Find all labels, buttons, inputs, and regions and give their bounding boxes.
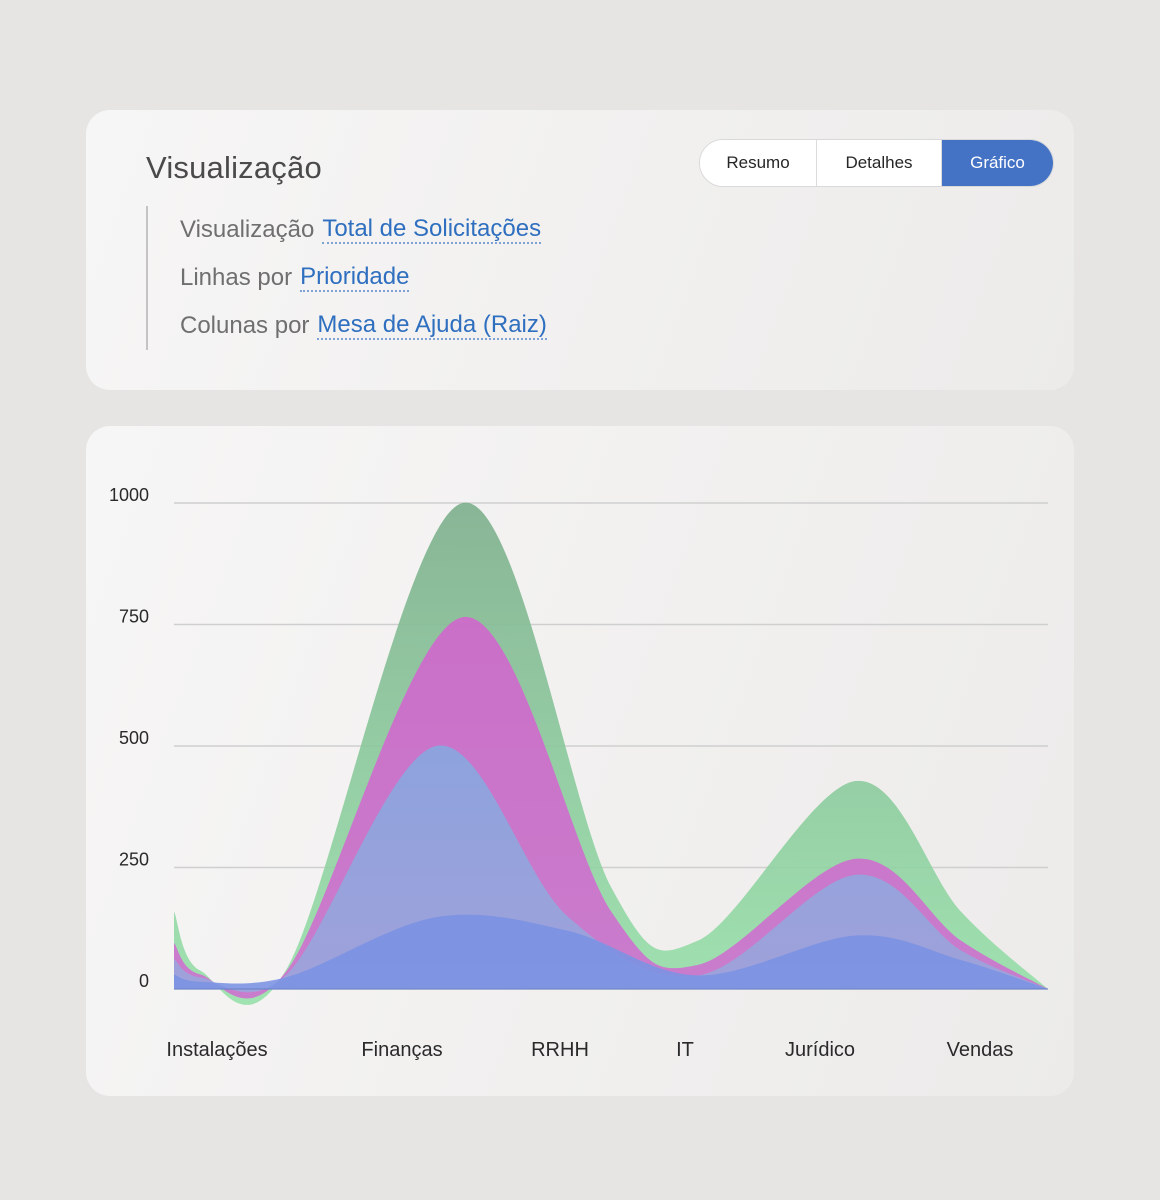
y-tick-label: 500	[119, 728, 149, 748]
tab-resumo[interactable]: Resumo	[700, 140, 817, 186]
x-tick-label: IT	[676, 1039, 694, 1061]
x-tick-label: Finanças	[361, 1039, 442, 1061]
y-tick-label: 1000	[109, 485, 149, 505]
view-mode-toggle: Resumo Detalhes Gráfico	[699, 139, 1054, 187]
x-tick-label: Instalações	[166, 1039, 267, 1061]
card-title: Visualização	[146, 150, 322, 185]
config-row-linhas: Linhas por Prioridade	[180, 254, 547, 302]
config-row-colunas: Colunas por Mesa de Ajuda (Raiz)	[180, 302, 547, 350]
y-tick-label: 250	[119, 849, 149, 869]
config-list: Visualização Total de Solicitações Linha…	[146, 206, 547, 350]
area-series-1	[174, 914, 1048, 989]
tab-detalhes[interactable]: Detalhes	[817, 140, 942, 186]
chart-card: 0 250 500 750 1000 Instalações Finanças RRHH IT J…	[86, 426, 1074, 1096]
area-chart: 0 250 500 750 1000 Instalações Finanças RRHH IT J…	[109, 485, 1048, 1061]
config-label: Colunas por	[180, 312, 310, 339]
x-tick-label: Jurídico	[785, 1039, 855, 1061]
config-row-visualizacao: Visualização Total de Solicitações	[180, 206, 547, 254]
tab-grafico[interactable]: Gráfico	[942, 140, 1053, 186]
y-tick-label: 750	[119, 606, 149, 626]
rows-selector[interactable]: Prioridade	[300, 263, 410, 292]
config-label: Linhas por	[180, 264, 293, 291]
measure-selector[interactable]: Total de Solicitações	[322, 215, 542, 244]
config-label: Visualização	[180, 216, 315, 243]
visualization-config-card: Visualização Resumo Detalhes Gráfico Vis…	[86, 110, 1074, 390]
area-series-2	[174, 745, 1048, 993]
y-tick-label: 0	[139, 971, 149, 991]
columns-selector[interactable]: Mesa de Ajuda (Raiz)	[317, 311, 547, 340]
x-tick-label: RRHH	[531, 1039, 589, 1061]
x-tick-label: Vendas	[947, 1039, 1014, 1061]
